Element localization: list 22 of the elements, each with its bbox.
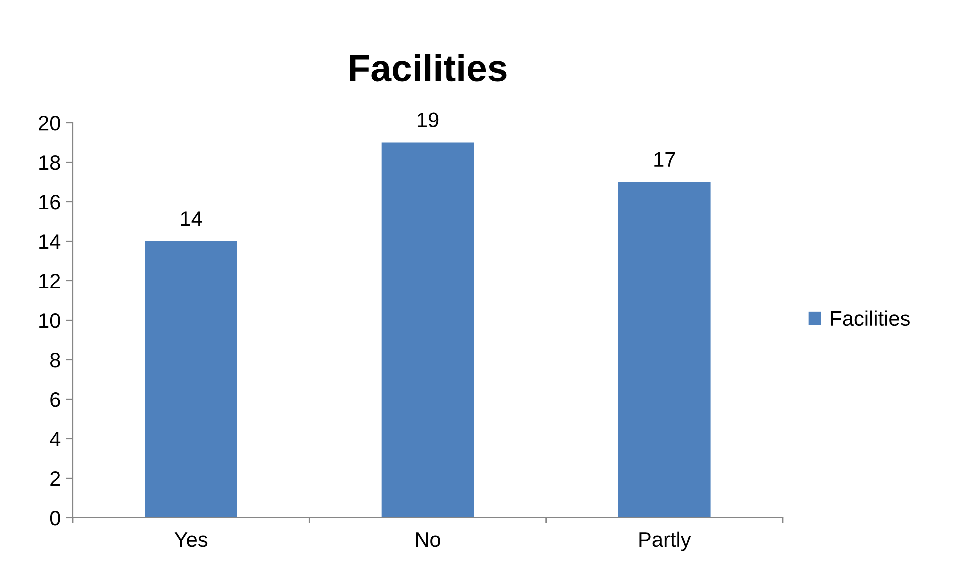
x-tick-label: Partly <box>640 532 692 552</box>
bar <box>618 182 711 518</box>
y-tick-label: 0 <box>50 510 60 526</box>
data-label: 19 <box>418 112 439 128</box>
y-tick-label: 16 <box>40 195 60 210</box>
y-tick-label: 10 <box>40 313 60 328</box>
y-tick-label: 14 <box>40 234 61 250</box>
legend-label: Facilities <box>831 310 910 326</box>
y-tick-label: 6 <box>50 392 60 408</box>
data-label: 14 <box>181 212 202 226</box>
y-tick-label: 4 <box>50 432 61 447</box>
y-tick-label: 20 <box>39 116 60 131</box>
bar <box>382 142 474 518</box>
bar <box>145 242 238 518</box>
x-tick-label: No <box>416 532 440 548</box>
y-tick-label: 18 <box>40 156 60 170</box>
y-tick-label: 2 <box>50 471 60 486</box>
data-label: 17 <box>654 152 676 167</box>
x-tick-label: Yes <box>174 532 208 548</box>
y-tick-label: 12 <box>40 274 60 289</box>
y-tick-label: 8 <box>50 352 60 368</box>
chart-title: Facilities <box>350 54 507 82</box>
